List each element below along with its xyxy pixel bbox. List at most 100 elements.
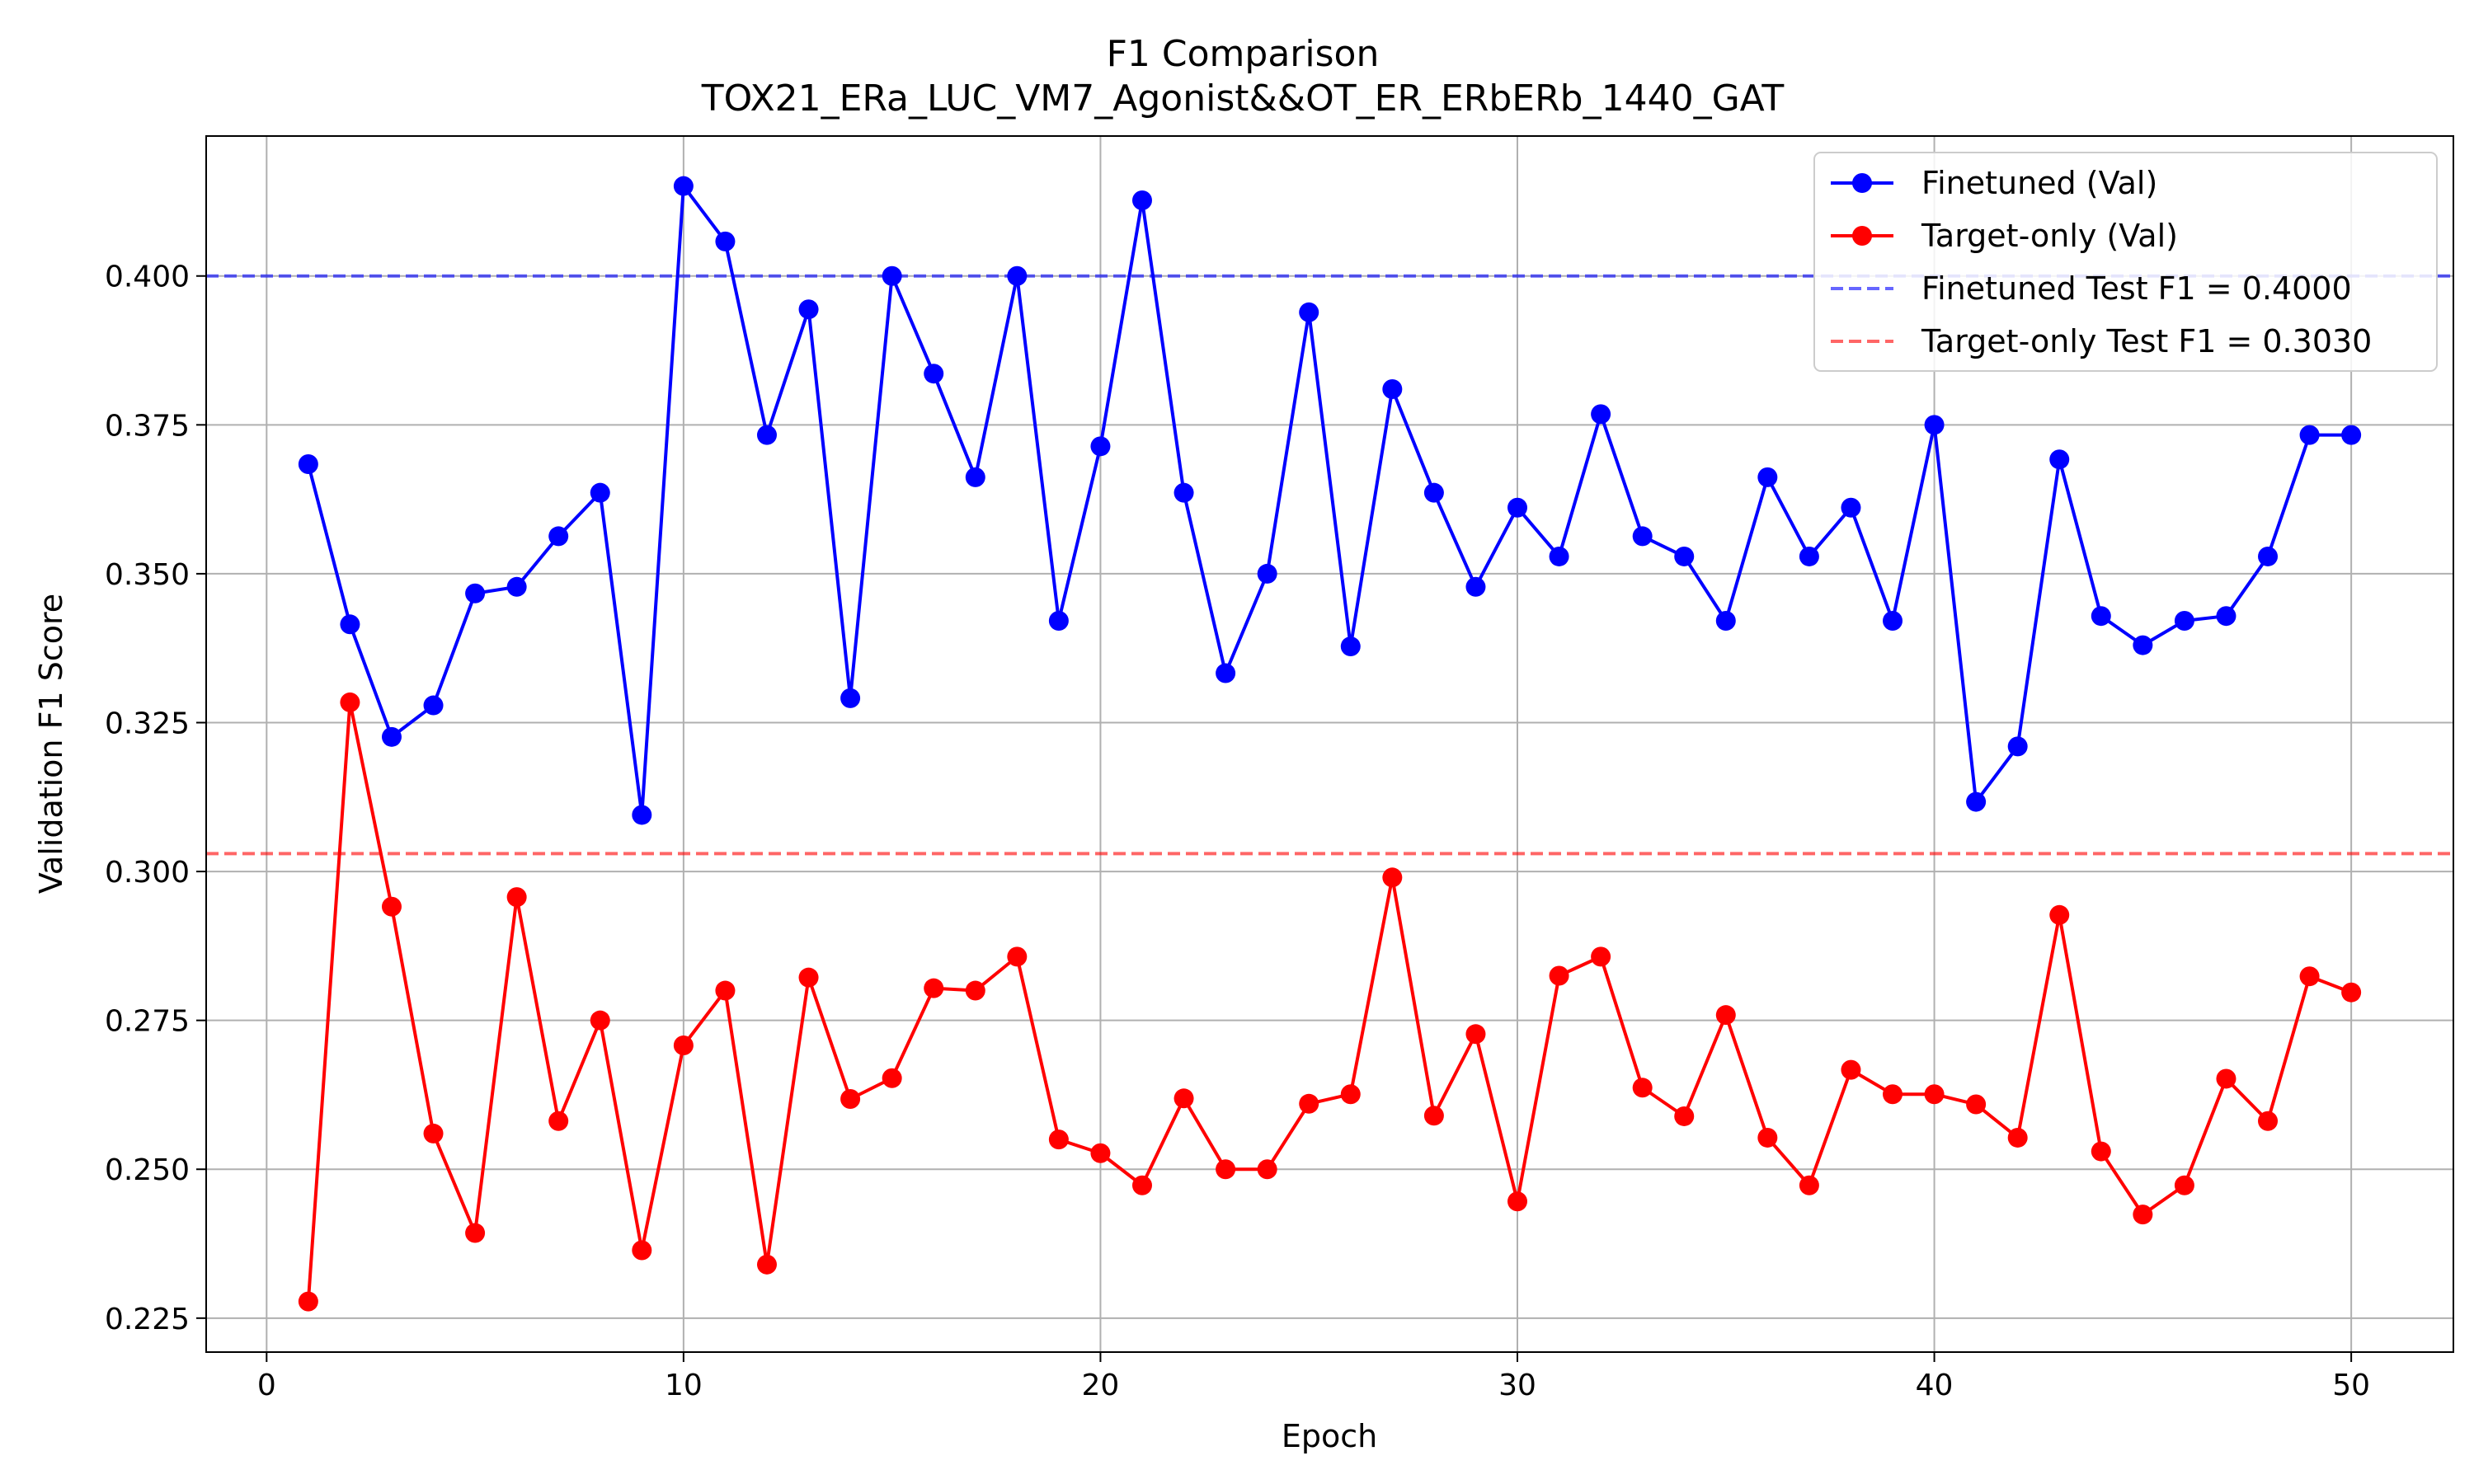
data-point xyxy=(2216,606,2236,627)
legend-label: Finetuned (Val) xyxy=(1921,165,2157,201)
data-point xyxy=(715,231,736,251)
plot-frame xyxy=(205,135,2454,1353)
data-point xyxy=(2299,966,2320,987)
data-point xyxy=(1048,610,1069,631)
data-point xyxy=(1632,526,1653,547)
data-point xyxy=(381,896,402,917)
data-point xyxy=(1465,1024,1486,1045)
data-point xyxy=(1507,497,1528,518)
data-point xyxy=(882,1068,902,1088)
legend: Finetuned (Val) Target-only (Val) Finetune… xyxy=(1813,152,2438,372)
y-tick-label: 0.275 xyxy=(105,1005,190,1039)
y-tick-label: 0.375 xyxy=(105,409,190,443)
legend-label: Target-only (Val) xyxy=(1921,218,2178,254)
data-point xyxy=(924,364,944,384)
data-point xyxy=(1841,497,1861,518)
data-point xyxy=(2091,1141,2111,1162)
data-point xyxy=(1048,1129,1069,1150)
data-point xyxy=(1883,610,1903,631)
data-point xyxy=(2216,1068,2236,1089)
x-tick-label: 30 xyxy=(1498,1369,1536,1402)
data-point xyxy=(1131,190,1152,211)
data-point xyxy=(1757,467,1778,487)
data-point xyxy=(2258,546,2279,566)
data-point xyxy=(1591,404,1611,425)
data-point xyxy=(2341,982,2362,1003)
data-point xyxy=(1757,1127,1778,1148)
data-point xyxy=(715,980,736,1001)
data-point xyxy=(840,688,861,708)
data-point xyxy=(1966,791,1987,812)
data-point xyxy=(798,967,819,988)
data-point xyxy=(1799,1175,1819,1195)
data-point xyxy=(2258,1111,2279,1131)
data-point xyxy=(1715,1005,1736,1026)
data-point xyxy=(965,980,985,1001)
data-point xyxy=(1883,1084,1903,1105)
data-point xyxy=(1007,946,1028,967)
data-point xyxy=(1966,1094,1987,1115)
data-point xyxy=(1632,1078,1653,1098)
data-point xyxy=(756,425,777,445)
data-point xyxy=(506,576,527,597)
data-point xyxy=(2007,736,2028,757)
data-point xyxy=(1382,867,1403,888)
data-point xyxy=(2299,425,2320,445)
data-point xyxy=(1591,946,1611,967)
data-point xyxy=(548,526,569,547)
data-series xyxy=(298,176,2362,1312)
data-point xyxy=(298,454,318,475)
data-point xyxy=(2091,606,2111,627)
data-point xyxy=(1299,1093,1319,1114)
data-point xyxy=(1924,1084,1945,1105)
data-point xyxy=(632,1240,652,1261)
data-point xyxy=(1674,546,1695,566)
x-tick-label: 40 xyxy=(1916,1369,1954,1402)
data-point xyxy=(2049,904,2070,925)
legend-label: Finetuned Test F1 = 0.4000 xyxy=(1921,270,2352,307)
data-point xyxy=(673,176,694,196)
data-point xyxy=(590,1010,610,1031)
y-axis-label: Validation F1 Score xyxy=(33,594,69,894)
y-tick-label: 0.225 xyxy=(105,1303,190,1336)
data-point xyxy=(1674,1106,1695,1126)
data-point xyxy=(1299,302,1319,322)
data-point xyxy=(590,482,610,503)
data-point xyxy=(506,887,527,908)
data-point xyxy=(632,805,652,825)
data-point xyxy=(1340,636,1361,657)
data-point xyxy=(1090,1143,1111,1163)
x-tick-label: 50 xyxy=(2332,1369,2370,1402)
data-point xyxy=(1340,1084,1361,1105)
data-point xyxy=(2049,449,2070,470)
data-point xyxy=(423,695,444,716)
data-point xyxy=(1465,576,1486,597)
data-point xyxy=(1549,965,1569,986)
data-point xyxy=(756,1254,777,1275)
data-point xyxy=(1799,546,1819,566)
data-point xyxy=(1549,546,1569,566)
data-point xyxy=(465,1223,486,1243)
legend-marker xyxy=(1852,226,1872,246)
data-point xyxy=(1841,1059,1861,1080)
data-point xyxy=(2007,1127,2028,1148)
data-point xyxy=(1131,1175,1152,1195)
chart-title: F1 Comparison xyxy=(1107,33,1380,75)
x-tick-label: 10 xyxy=(665,1369,703,1402)
y-tick-label: 0.250 xyxy=(105,1153,190,1187)
data-point xyxy=(924,978,944,998)
y-tick-label: 0.325 xyxy=(105,707,190,740)
data-point xyxy=(1174,1088,1194,1109)
data-point xyxy=(1090,436,1111,457)
data-point xyxy=(882,265,902,286)
data-point xyxy=(1257,563,1277,584)
data-point xyxy=(465,583,486,603)
data-point xyxy=(423,1123,444,1144)
data-point xyxy=(298,1291,318,1312)
y-tick-label: 0.300 xyxy=(105,856,190,890)
data-point xyxy=(1924,415,1945,435)
data-point xyxy=(1216,1159,1236,1180)
data-point xyxy=(1216,663,1236,683)
data-point xyxy=(1423,482,1444,503)
